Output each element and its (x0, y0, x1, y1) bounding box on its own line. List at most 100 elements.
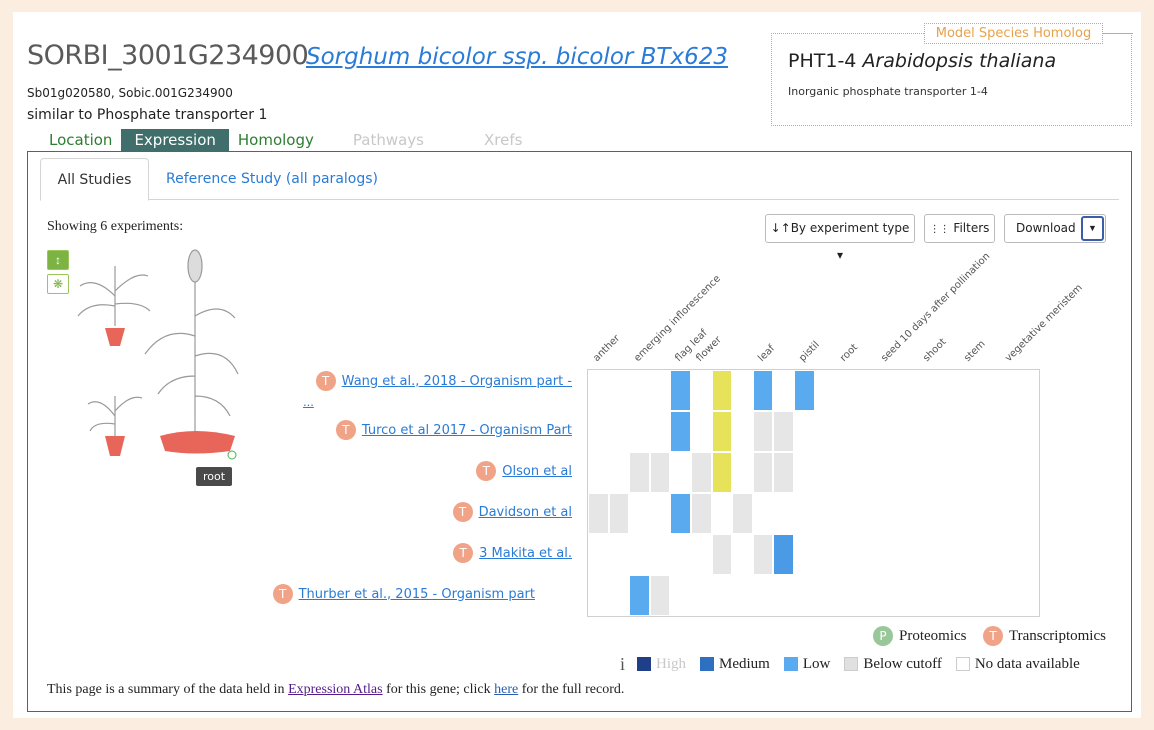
gene-description: similar to Phosphate transporter 1 (27, 107, 268, 123)
anatomogram[interactable] (70, 246, 260, 461)
legend-proteomics: P Proteomics (873, 626, 967, 646)
homolog-tag: Model Species Homolog (924, 23, 1103, 44)
swatch-medium (700, 657, 715, 671)
filters-label: Filters (953, 221, 990, 235)
legend-nodata: No data available (955, 655, 1080, 673)
flower-view-toggle[interactable]: ❋ (47, 274, 69, 294)
plant-small-bottom-root (105, 436, 125, 456)
heatmap-cell[interactable] (753, 371, 773, 410)
expression-atlas-link[interactable]: Expression Atlas (288, 682, 383, 697)
homolog-species: Arabidopsis thaliana (862, 50, 1057, 72)
heatmap-cell[interactable] (795, 371, 814, 410)
download-dropdown[interactable]: ▼ (1081, 216, 1104, 241)
swatch-nodata (955, 657, 970, 671)
heatmap-cell[interactable] (774, 535, 793, 574)
legend-info-icon[interactable]: i (620, 653, 626, 674)
anatomogram-tooltip: root (196, 467, 233, 486)
experiment-row[interactable]: T Wang et al., 2018 - Organism part - (315, 371, 572, 391)
heatmap-cell[interactable] (609, 494, 629, 533)
experiment-link[interactable]: 3 Makita et al. (479, 545, 572, 561)
legend-below: Below cutoff (844, 656, 942, 673)
expression-panel (27, 151, 1132, 712)
heatmap-cell[interactable] (712, 412, 732, 451)
heatmap-cell[interactable] (650, 576, 670, 615)
homolog-panel (771, 33, 1132, 126)
swatch-low (783, 657, 798, 671)
info-icon[interactable] (227, 450, 237, 460)
proteomics-label: Proteomics (899, 627, 967, 644)
experiment-link[interactable]: Turco et al 2017 - Organism Part (361, 422, 572, 438)
homolog-symbol: PHT1-4 (788, 50, 857, 72)
experiment-link-continuation[interactable]: ... (303, 394, 314, 409)
heatmap-cell[interactable] (692, 494, 711, 533)
tab-pathways: Pathways (352, 131, 424, 149)
heatmap-cell[interactable] (712, 535, 732, 574)
tab-all-studies[interactable]: All Studies (40, 158, 149, 201)
filter-icon: ⋮⋮ (929, 224, 950, 235)
caret-down-icon: ▼ (1088, 223, 1097, 233)
swatch-below (844, 657, 859, 671)
transcriptomics-label: Transcriptomics (1009, 627, 1106, 644)
heatmap-cell[interactable] (630, 576, 649, 615)
download-label: Download (1016, 221, 1076, 235)
plant-small-top (77, 266, 151, 326)
tab-xrefs: Xrefs (484, 131, 523, 149)
plant-icon: ↕ (55, 253, 61, 267)
sort-button[interactable]: ↓↑By experiment type ▾ (765, 214, 915, 262)
tab-expression[interactable]: Expression (121, 129, 229, 151)
heatmap-cell[interactable] (712, 453, 732, 492)
transcriptomics-badge: T (983, 626, 1003, 646)
heatmap-cell[interactable] (650, 453, 670, 492)
gene-synonyms: Sb01g020580, Sobic.001G234900 (27, 86, 233, 100)
heatmap-cell[interactable] (671, 412, 690, 451)
experiment-row[interactable]: T 3 Makita et al. (453, 543, 572, 563)
homolog-border (1103, 33, 1133, 34)
legend-high-label: High (656, 655, 687, 672)
full-record-link[interactable]: here (494, 682, 519, 697)
heatmap-cell[interactable] (589, 494, 608, 533)
flower-icon: ❋ (52, 277, 64, 291)
plant-small-top-root (105, 328, 125, 346)
heatmap-cell[interactable] (774, 412, 793, 451)
tab-homology[interactable]: Homology (237, 131, 314, 149)
plant-view-toggle[interactable]: ↕ (47, 250, 69, 270)
experiment-link[interactable]: Thurber et al., 2015 - Organism part (298, 586, 535, 602)
experiment-link[interactable]: Davidson et al (478, 504, 572, 520)
main-tabs: Location Expression Homology Pathways Xr… (40, 129, 552, 151)
heatmap-cell[interactable] (753, 412, 773, 451)
experiment-link[interactable]: Olson et al (502, 463, 572, 479)
heatmap-cell[interactable] (753, 453, 773, 492)
experiment-row[interactable]: T Davidson et al (452, 502, 572, 522)
gene-id: SORBI_3001G234900 (27, 40, 309, 71)
experiment-row[interactable]: T Turco et al 2017 - Organism Part (335, 420, 572, 440)
heatmap-cell[interactable] (753, 535, 773, 574)
species-link[interactable]: Sorghum bicolor ssp. bicolor BTx623 (306, 44, 728, 70)
filters-button[interactable]: ⋮⋮ Filters (924, 214, 995, 243)
heatmap-cell[interactable] (630, 453, 649, 492)
transcriptomics-badge: T (315, 371, 336, 391)
heatmap-cell[interactable] (671, 371, 690, 410)
experiment-row[interactable]: T Thurber et al., 2015 - Organism part (272, 584, 535, 604)
plant-large-root (160, 431, 235, 454)
heatmap-cell[interactable] (671, 494, 690, 533)
experiment-link[interactable]: Wang et al., 2018 - Organism part - (341, 373, 572, 389)
tab-reference-study[interactable]: Reference Study (all paralogs) (166, 171, 378, 187)
legend-nodata-label: No data available (974, 655, 1080, 672)
transcriptomics-badge: T (453, 543, 474, 563)
transcriptomics-badge: T (476, 461, 497, 481)
homolog-title: PHT1-4 Arabidopsis thaliana (788, 50, 1056, 72)
legend-medium: Medium (700, 656, 770, 673)
footer-note: This page is a summary of the data held … (47, 682, 624, 698)
heatmap-cell[interactable] (774, 453, 793, 492)
legend-low: Low (783, 656, 830, 673)
heatmap-cell[interactable] (733, 494, 752, 533)
experiment-row[interactable]: T Olson et al (476, 461, 572, 481)
study-tabs: All Studies Reference Study (all paralog… (40, 158, 1119, 201)
heatmap-cell[interactable] (712, 371, 732, 410)
transcriptomics-badge: T (272, 584, 293, 604)
expression-legend: i High Medium Low Below cutoff No data a… (620, 654, 1094, 674)
heatmap-cell[interactable] (692, 453, 711, 492)
tab-location[interactable]: Location (49, 131, 113, 149)
homolog-description: Inorganic phosphate transporter 1-4 (788, 85, 988, 98)
legend-transcriptomics: T Transcriptomics (983, 626, 1106, 646)
